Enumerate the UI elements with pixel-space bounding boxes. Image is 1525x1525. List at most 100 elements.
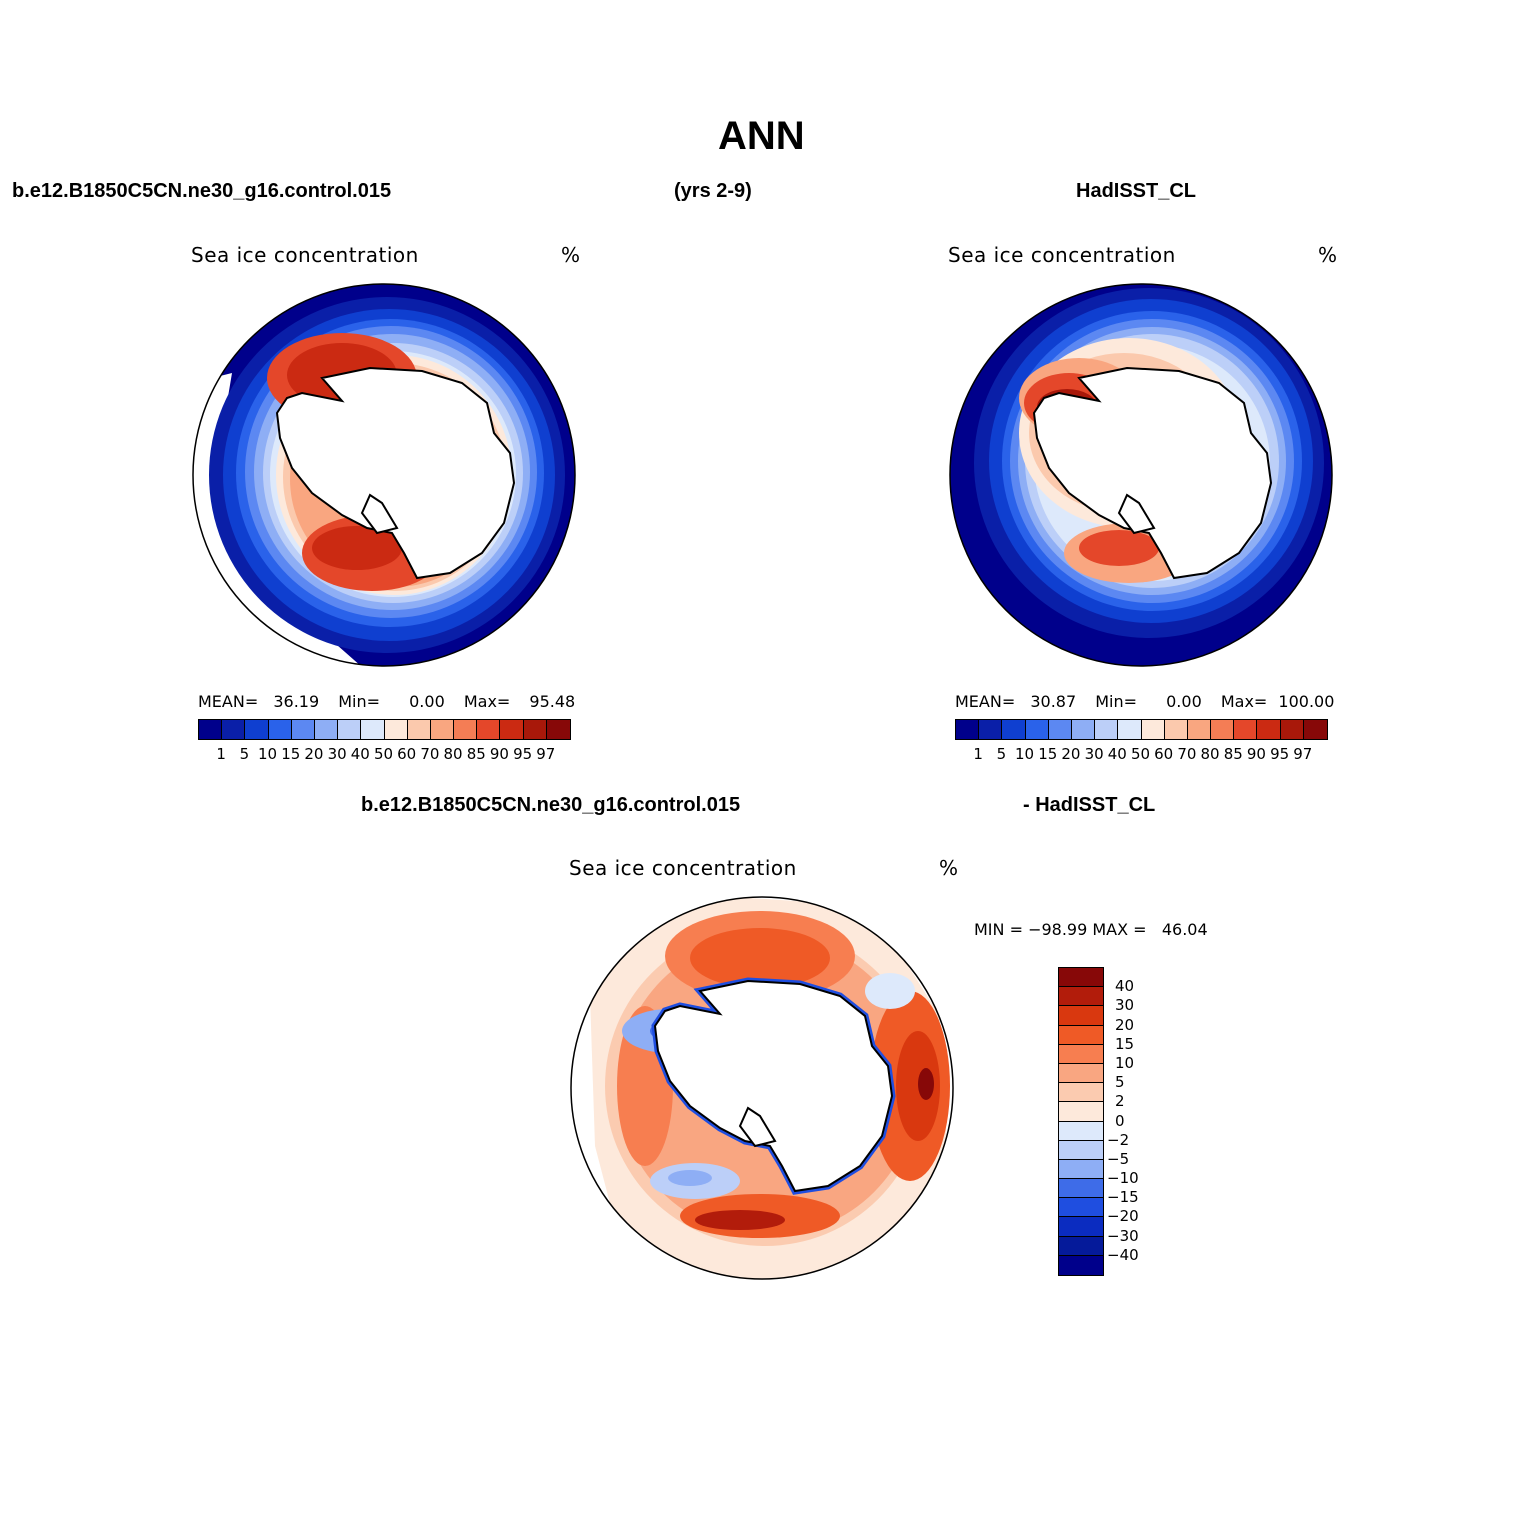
diff-variable-label: Sea ice concentration bbox=[569, 856, 797, 880]
panel2-stats: MEAN= 30.87 Min= 0.00 Max= 100.00 bbox=[955, 692, 1334, 711]
diff-header-right: - HadISST_CL bbox=[1023, 794, 1156, 816]
diff-colorbar-cell bbox=[1059, 1025, 1103, 1045]
panel1-mean-value: 36.19 bbox=[273, 692, 320, 711]
panel2-colorbar-tick-label: 97 bbox=[1293, 745, 1313, 763]
panel2-colorbar-tick-label: 15 bbox=[1038, 745, 1058, 763]
panel1-colorbar-cell bbox=[477, 720, 501, 739]
panel2-colorbar-tick-label: 95 bbox=[1270, 745, 1290, 763]
panel2-min-value: 0.00 bbox=[1166, 692, 1202, 711]
diff-colorbar-cell bbox=[1059, 968, 1103, 988]
panel1-colorbar-cell bbox=[407, 720, 431, 739]
panel2-colorbar-tick-label: 60 bbox=[1154, 745, 1174, 763]
diff-colorbar-tick-label: 30 bbox=[1115, 996, 1135, 1015]
panel1-min-value: 0.00 bbox=[409, 692, 445, 711]
panel2-colorbar-cell bbox=[1025, 720, 1049, 739]
diff-colorbar-tick-label: −15 bbox=[1107, 1188, 1139, 1207]
diff-colorbar-tick-label: 15 bbox=[1115, 1034, 1135, 1053]
header-left-case: b.e12.B1850C5CN.ne30_g16.control.015 bbox=[12, 180, 392, 202]
diff-colorbar-tick-label: 2 bbox=[1115, 1092, 1125, 1111]
panel2-colorbar bbox=[955, 719, 1328, 740]
panel2-colorbar-tick-label: 30 bbox=[1084, 745, 1104, 763]
panel2-max-value: 100.00 bbox=[1278, 692, 1335, 711]
diff-units-label: % bbox=[939, 856, 959, 880]
panel2-colorbar-tick-label: 85 bbox=[1223, 745, 1243, 763]
panel1-colorbar-tick-label: 85 bbox=[466, 745, 486, 763]
diff-colorbar-cell bbox=[1059, 1006, 1103, 1026]
panel2-min-label: Min= bbox=[1095, 692, 1138, 711]
panel1-colorbar-tick-label: 60 bbox=[397, 745, 417, 763]
page-title: ANN bbox=[718, 114, 805, 158]
panel2-colorbar-cell bbox=[1141, 720, 1165, 739]
panel1-colorbar-cell bbox=[500, 720, 524, 739]
panel1-colorbar-cell bbox=[199, 720, 223, 739]
panel2-colorbar-cell bbox=[1118, 720, 1142, 739]
diff-colorbar-tick-label: 0 bbox=[1115, 1111, 1125, 1130]
panel1-stats: MEAN= 36.19 Min= 0.00 Max= 95.48 bbox=[198, 692, 575, 711]
diff-colorbar-tick-label: −2 bbox=[1107, 1130, 1130, 1149]
diff-colorbar-cell bbox=[1059, 1063, 1103, 1084]
diff-polar-map bbox=[570, 896, 954, 1280]
panel1-colorbar-tick-label: 70 bbox=[420, 745, 440, 763]
diff-colorbar-tick-label: −40 bbox=[1107, 1245, 1139, 1264]
panel2-colorbar-cell bbox=[1095, 720, 1119, 739]
panel1-colorbar-cell bbox=[245, 720, 269, 739]
diff-colorbar-cell bbox=[1059, 1179, 1103, 1199]
diff-colorbar-tick-label: −20 bbox=[1107, 1207, 1139, 1226]
panel2-colorbar-tick-label: 5 bbox=[996, 745, 1007, 763]
panel2-colorbar-tick-label: 40 bbox=[1107, 745, 1127, 763]
panel2-colorbar-tick-label: 20 bbox=[1061, 745, 1081, 763]
header-center-years: (yrs 2-9) bbox=[674, 180, 752, 202]
panel1-min-label: Min= bbox=[338, 692, 381, 711]
panel1-colorbar-tick-label: 30 bbox=[327, 745, 347, 763]
panel2-colorbar-cell bbox=[1164, 720, 1188, 739]
panel2-polar-map bbox=[949, 283, 1333, 667]
panel2-max-label: Max= bbox=[1220, 692, 1268, 711]
panel1-colorbar-cell bbox=[291, 720, 315, 739]
panel2-colorbar-cell bbox=[1211, 720, 1235, 739]
panel2-variable-label: Sea ice concentration bbox=[948, 243, 1176, 267]
panel1-colorbar-cell bbox=[338, 720, 362, 739]
panel1-colorbar-tick-label: 97 bbox=[536, 745, 556, 763]
panel2-colorbar-cell bbox=[1280, 720, 1304, 739]
panel2-colorbar-cell bbox=[1071, 720, 1096, 739]
diff-colorbar-tick-label: −5 bbox=[1107, 1149, 1130, 1168]
panel2-colorbar-cell bbox=[1187, 720, 1212, 739]
panel1-colorbar-tick-label: 90 bbox=[489, 745, 509, 763]
panel1-max-label: Max= bbox=[463, 692, 511, 711]
diff-colorbar-cell bbox=[1059, 1102, 1103, 1122]
panel1-colorbar-tick-label: 1 bbox=[216, 745, 226, 763]
diff-colorbar-tick-label: −30 bbox=[1107, 1226, 1139, 1245]
panel2-colorbar-tick-label: 80 bbox=[1200, 745, 1220, 763]
diff-colorbar-tick-label: 10 bbox=[1115, 1053, 1135, 1072]
panel2-colorbar-cell bbox=[1048, 720, 1072, 739]
diff-colorbar-cell bbox=[1059, 1198, 1103, 1218]
panel1-colorbar-cell bbox=[384, 720, 408, 739]
panel2-colorbar-cell bbox=[979, 720, 1003, 739]
panel1-units-label: % bbox=[561, 243, 581, 267]
panel1-mean-label: MEAN= bbox=[198, 692, 259, 711]
header-right-obs: HadISST_CL bbox=[1076, 180, 1197, 202]
diff-colorbar-cell bbox=[1059, 1159, 1103, 1180]
diff-colorbar-tick-label: 5 bbox=[1115, 1073, 1125, 1092]
panel2-mean-value: 30.87 bbox=[1030, 692, 1077, 711]
panel2-colorbar-cell bbox=[1303, 720, 1327, 739]
diff-colorbar-cell bbox=[1059, 1044, 1103, 1064]
panel2-mean-label: MEAN= bbox=[955, 692, 1016, 711]
panel1-colorbar-cell bbox=[523, 720, 547, 739]
panel1-polar-map bbox=[192, 283, 576, 667]
panel2-colorbar-cell bbox=[956, 720, 980, 739]
diff-colorbar bbox=[1058, 967, 1104, 1276]
panel1-colorbar-cell bbox=[314, 720, 339, 739]
diff-colorbar-cell bbox=[1059, 1140, 1103, 1160]
diff-colorbar-cell bbox=[1059, 1083, 1103, 1103]
diff-colorbar-cell bbox=[1059, 987, 1103, 1007]
panel1-variable-label: Sea ice concentration bbox=[191, 243, 419, 267]
panel1-colorbar-tick-label: 50 bbox=[373, 745, 394, 763]
panel1-colorbar-cell bbox=[268, 720, 292, 739]
diff-colorbar-tick-label: −10 bbox=[1107, 1169, 1139, 1188]
diff-colorbar-cell bbox=[1059, 1255, 1103, 1275]
panel2-colorbar-cell bbox=[1257, 720, 1281, 739]
diff-minmax: MIN = −98.99 MAX = 46.04 bbox=[974, 920, 1208, 939]
panel1-colorbar-cell bbox=[454, 720, 478, 739]
diff-colorbar-cell bbox=[1059, 1121, 1103, 1141]
